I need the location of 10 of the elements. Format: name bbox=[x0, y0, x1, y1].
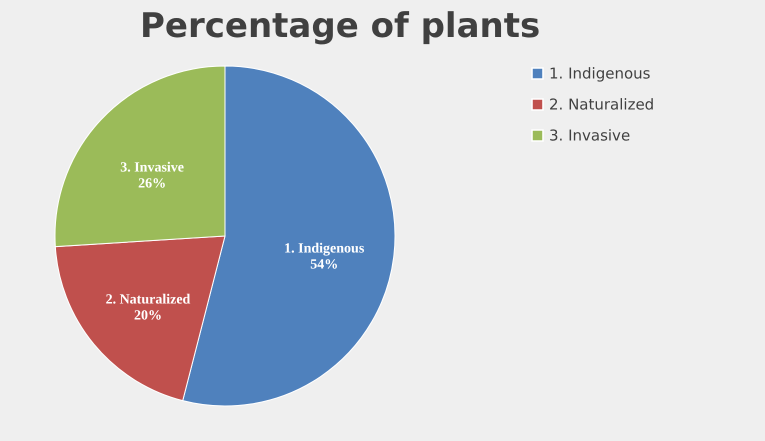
data-label: 26% bbox=[138, 176, 166, 192]
slice-label: 3. Invasive bbox=[120, 160, 184, 176]
legend-label: 1. Indigenous bbox=[549, 64, 651, 82]
data-label: 20% bbox=[134, 308, 162, 324]
chart-title: Percentage of plants bbox=[140, 6, 540, 46]
slice-label: 2. Naturalized bbox=[106, 292, 191, 308]
legend-label: 3. Invasive bbox=[549, 126, 630, 144]
data-label: 54% bbox=[310, 258, 338, 273]
slice-label: 1. Indigenous bbox=[284, 242, 365, 257]
legend-label: 2. Naturalized bbox=[549, 96, 654, 114]
